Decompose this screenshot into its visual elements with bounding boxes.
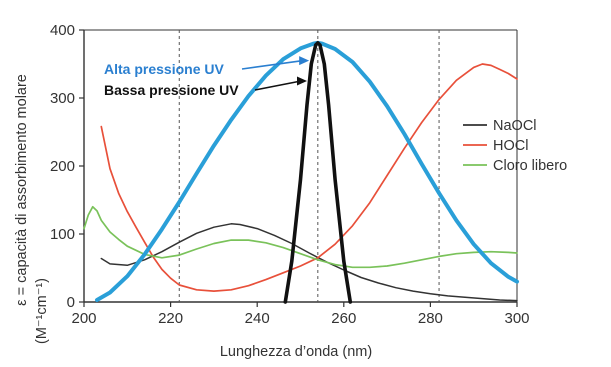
- series-line-naocl: [100, 223, 518, 302]
- x-axis-label: Lunghezza d’onda (nm): [220, 344, 372, 360]
- annotation-arrow-shaft: [254, 80, 302, 91]
- x-tick-label: 280: [418, 310, 443, 327]
- y-tick-label: 200: [50, 158, 75, 175]
- legend: NaOCl HOCl Cloro libero: [463, 118, 567, 174]
- x-tick-label: 240: [245, 310, 270, 327]
- series-group: [83, 40, 519, 304]
- legend-label: Cloro libero: [493, 158, 567, 174]
- annotation-label: Bassa pressione UV: [104, 82, 239, 98]
- plot-frame: [83, 29, 518, 303]
- series-line-cloro-libero: [83, 205, 518, 269]
- legend-label: NaOCl: [493, 118, 537, 134]
- x-tick-label: 300: [504, 310, 529, 327]
- y-tick-label: 300: [50, 90, 75, 107]
- annotation-arrow-shaft: [241, 59, 304, 70]
- y-tick-label: 400: [50, 22, 75, 39]
- x-tick-label: 260: [331, 310, 356, 327]
- x-tick-label: 220: [158, 310, 183, 327]
- y-axis-unit-label: (M⁻¹cm⁻¹): [34, 278, 50, 344]
- y-axis-label: ε = capacità di assorbimento molare: [14, 74, 30, 306]
- axis-ticks: 200 220 240 260 280 300 0 100 200 300 400: [50, 22, 530, 327]
- y-tick-label: 0: [67, 294, 75, 311]
- annotation-label: Alta pressione UV: [104, 61, 224, 77]
- x-tick-label: 200: [71, 310, 96, 327]
- legend-label: HOCl: [493, 138, 528, 154]
- annotation-arrow-head: [299, 56, 310, 66]
- y-tick-label: 100: [50, 226, 75, 243]
- series-line-bassa-pressione-uv: [283, 41, 353, 304]
- annotation-arrow-head: [296, 76, 307, 86]
- annotations: Alta pressione UV Bassa pressione UV: [104, 56, 310, 98]
